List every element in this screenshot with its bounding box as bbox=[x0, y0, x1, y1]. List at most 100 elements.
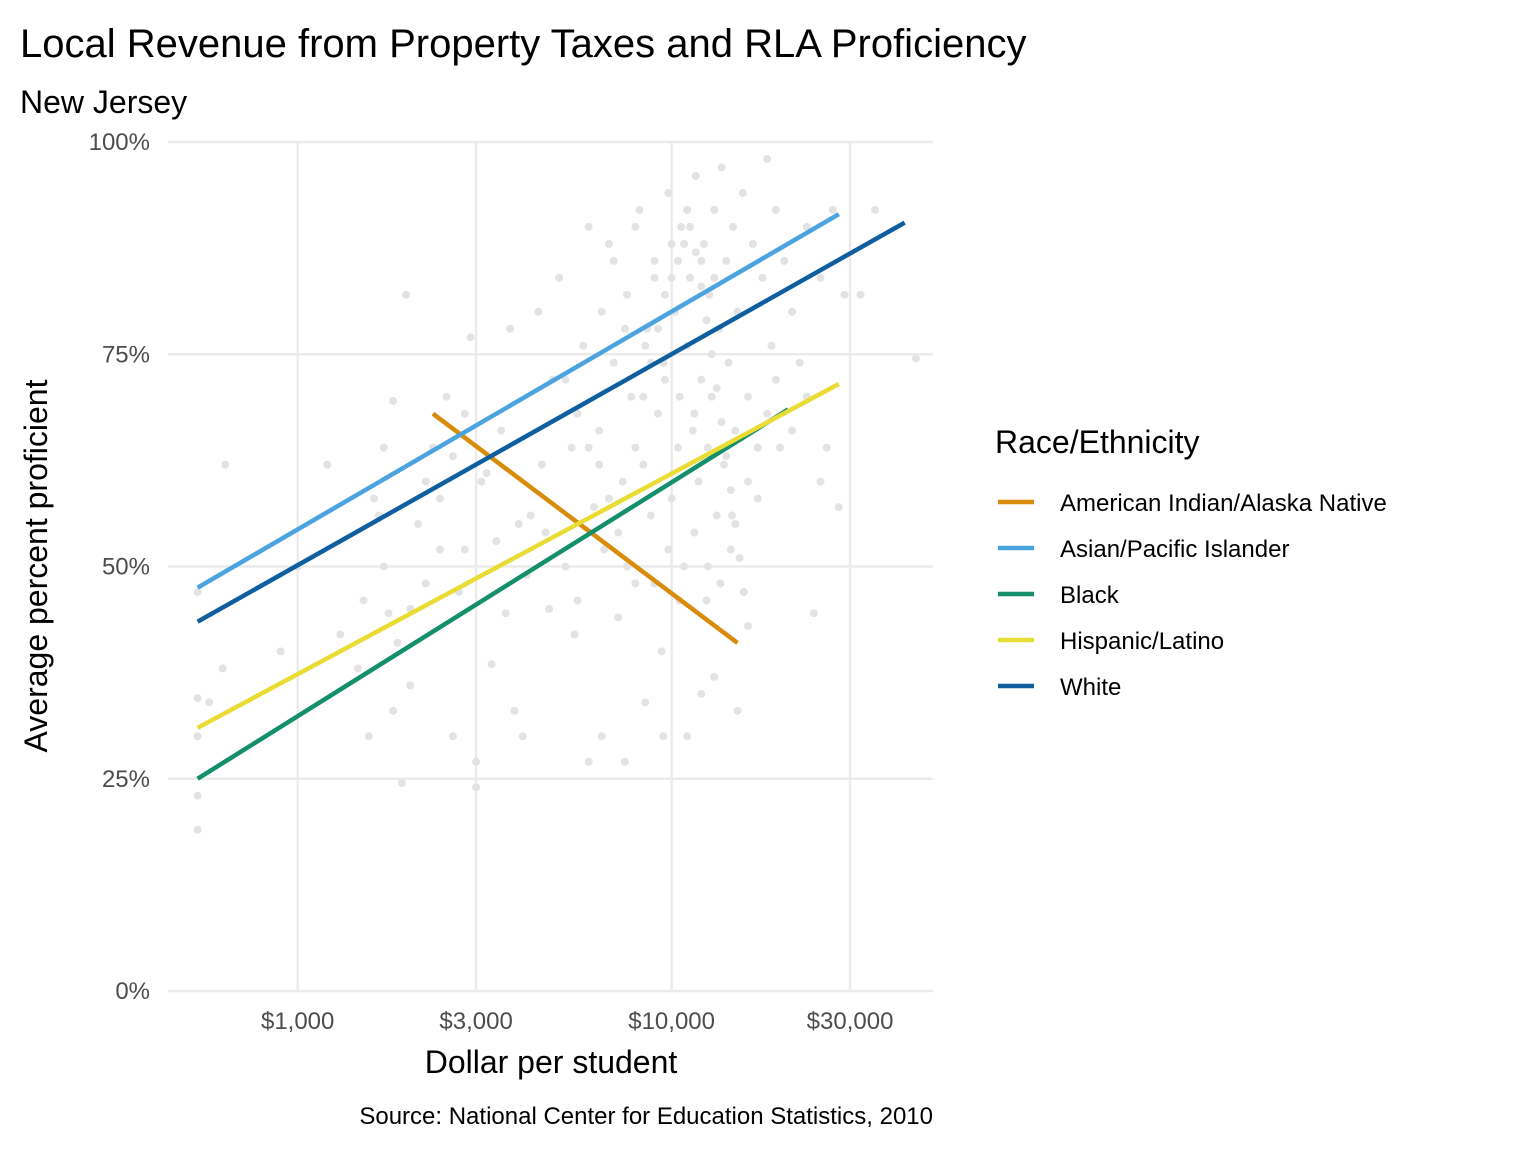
scatter-point bbox=[641, 698, 650, 707]
scatter-point bbox=[620, 324, 629, 333]
scatter-point bbox=[722, 452, 731, 461]
y-axis-ticks: 0% 25% 50% 75% 100% bbox=[89, 129, 150, 1005]
scatter-point bbox=[545, 604, 554, 613]
scatter-point bbox=[719, 460, 728, 469]
scatter-point bbox=[561, 375, 570, 384]
y-tick-label: 0% bbox=[115, 978, 150, 1005]
legend-label-0: American Indian/Alaska Native bbox=[1060, 490, 1387, 517]
scatter-point bbox=[707, 392, 716, 401]
scatter-point bbox=[384, 609, 393, 618]
x-axis-title: Dollar per student bbox=[425, 1044, 678, 1080]
scatter-point bbox=[639, 392, 648, 401]
scatter-point bbox=[771, 205, 780, 214]
series-lines bbox=[196, 212, 906, 781]
series-line-2 bbox=[196, 407, 790, 781]
y-tick-label: 25% bbox=[102, 766, 150, 793]
scatter-point bbox=[323, 460, 332, 469]
scatter-point bbox=[193, 825, 202, 834]
scatter-point bbox=[600, 545, 609, 554]
legend-label-3: Hispanic/Latino bbox=[1060, 628, 1224, 655]
y-tick-label: 75% bbox=[102, 341, 150, 368]
scatter-point bbox=[788, 307, 797, 316]
scatter-point bbox=[595, 460, 604, 469]
scatter-point bbox=[743, 477, 752, 486]
scatter-point bbox=[659, 732, 668, 741]
scatter-point bbox=[748, 239, 757, 248]
scatter-point bbox=[654, 324, 663, 333]
legend-label-1: Asian/Pacific Islander bbox=[1060, 536, 1289, 563]
scatter-point bbox=[597, 732, 606, 741]
scatter-point bbox=[673, 256, 682, 265]
scatter-point bbox=[635, 205, 644, 214]
scatter-point bbox=[193, 791, 202, 800]
scatter-point bbox=[584, 222, 593, 231]
scatter-point bbox=[699, 239, 708, 248]
scatter-point bbox=[627, 392, 636, 401]
series-line-0 bbox=[431, 411, 739, 645]
scatter-point bbox=[703, 443, 712, 452]
scatter-point bbox=[738, 188, 747, 197]
scatter-point bbox=[614, 613, 623, 622]
scatter-point bbox=[631, 443, 640, 452]
series-line-1 bbox=[196, 212, 840, 590]
scatter-point bbox=[442, 392, 451, 401]
scatter-point bbox=[492, 537, 501, 546]
scatter-point bbox=[609, 256, 618, 265]
scatter-points bbox=[193, 154, 920, 834]
scatter-point bbox=[276, 647, 285, 656]
x-tick-label: $30,000 bbox=[807, 1008, 894, 1035]
scatter-point bbox=[856, 290, 865, 299]
scatter-point bbox=[707, 350, 716, 359]
scatter-point bbox=[573, 596, 582, 605]
scatter-point bbox=[448, 732, 457, 741]
scatter-point bbox=[654, 409, 663, 418]
scatter-point bbox=[702, 316, 711, 325]
scatter-point bbox=[193, 694, 202, 703]
scatter-point bbox=[828, 205, 837, 214]
scatter-point bbox=[683, 732, 692, 741]
scatter-point bbox=[497, 426, 506, 435]
scatter-point bbox=[697, 282, 706, 291]
scatter-point bbox=[712, 384, 721, 393]
scatter-point bbox=[618, 477, 627, 486]
scatter-point bbox=[573, 409, 582, 418]
scatter-point bbox=[822, 443, 831, 452]
scatter-point bbox=[421, 579, 430, 588]
scatter-point bbox=[710, 205, 719, 214]
scatter-point bbox=[631, 222, 640, 231]
scatter-point bbox=[795, 358, 804, 367]
scatter-point bbox=[834, 503, 843, 512]
scatter-point bbox=[646, 511, 655, 520]
scatter-point bbox=[788, 426, 797, 435]
legend-label-2: Black bbox=[1060, 582, 1120, 609]
scatter-point bbox=[597, 307, 606, 316]
scatter-point bbox=[579, 341, 588, 350]
y-tick-label: 50% bbox=[102, 554, 150, 581]
scatter-point bbox=[402, 290, 411, 299]
scatter-point bbox=[767, 341, 776, 350]
scatter-point bbox=[673, 443, 682, 452]
scatter-point bbox=[729, 222, 738, 231]
scatter-point bbox=[710, 672, 719, 681]
chart-subtitle: New Jersey bbox=[20, 84, 187, 120]
scatter-point bbox=[809, 609, 818, 618]
scatter-point bbox=[534, 307, 543, 316]
scatter-point bbox=[722, 256, 731, 265]
scatter-point bbox=[650, 273, 659, 282]
scatter-point bbox=[397, 778, 406, 787]
scatter-point bbox=[660, 375, 669, 384]
scatter-point bbox=[771, 375, 780, 384]
scatter-point bbox=[680, 562, 689, 571]
legend: Race/Ethnicity American Indian/Alaska Na… bbox=[995, 424, 1387, 701]
scatter-point bbox=[686, 273, 695, 282]
scatter-point bbox=[477, 477, 486, 486]
scatter-point bbox=[421, 477, 430, 486]
scatter-point bbox=[726, 486, 735, 495]
scatter-point bbox=[703, 562, 712, 571]
scatter-point bbox=[567, 443, 576, 452]
scatter-point bbox=[683, 205, 692, 214]
caption: Source: National Center for Education St… bbox=[359, 1103, 933, 1130]
scatter-point bbox=[641, 341, 650, 350]
scatter-point bbox=[690, 528, 699, 537]
scatter-point bbox=[753, 443, 762, 452]
